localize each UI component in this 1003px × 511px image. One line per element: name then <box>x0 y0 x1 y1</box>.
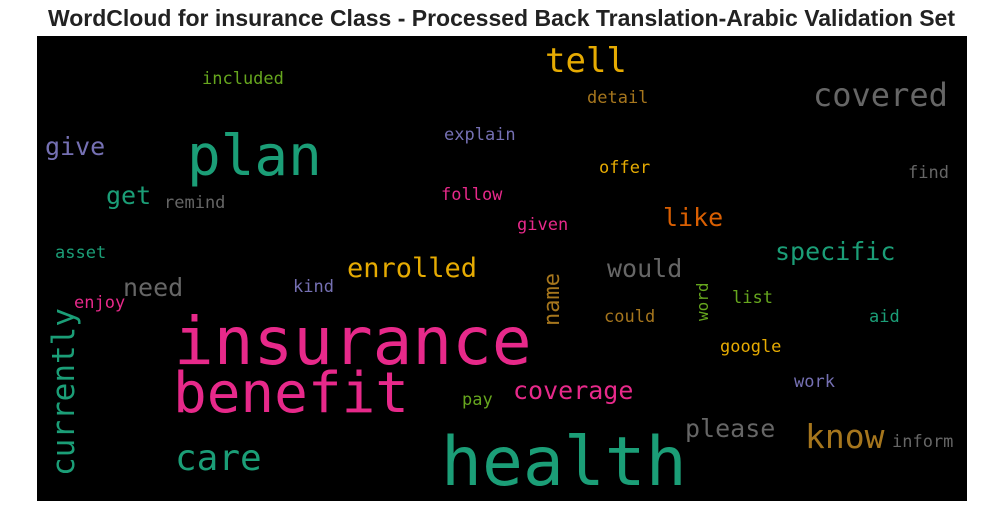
word-would: would <box>607 254 683 283</box>
word-health: health <box>441 423 687 501</box>
word-work: work <box>794 372 835 392</box>
word-pay: pay <box>462 390 493 410</box>
word-included: included <box>202 69 284 89</box>
word-benefit: benefit <box>173 361 410 426</box>
word-aid: aid <box>869 307 900 327</box>
word-covered: covered <box>813 76 948 114</box>
word-word: word <box>693 282 712 321</box>
word-detail: detail <box>587 88 649 108</box>
word-google: google <box>720 337 782 357</box>
word-follow: follow <box>441 185 503 205</box>
word-given: given <box>517 215 569 235</box>
word-enrolled: enrolled <box>347 253 478 284</box>
word-like: like <box>663 203 724 232</box>
word-tell: tell <box>545 41 627 81</box>
word-offer: offer <box>599 158 651 178</box>
word-list: list <box>732 288 773 308</box>
wordcloud-canvas: health insurance plan benefit care currently c… <box>37 36 967 501</box>
word-asset: asset <box>55 243 107 263</box>
word-explain: explain <box>444 125 516 145</box>
word-specific: specific <box>775 237 896 266</box>
word-find: find <box>908 163 949 183</box>
word-remind: remind <box>164 193 226 213</box>
word-give: give <box>45 132 106 161</box>
word-enjoy: enjoy <box>74 293 126 313</box>
word-could: could <box>604 307 656 327</box>
word-inform: inform <box>892 432 954 452</box>
word-insurance: insurance <box>174 303 532 380</box>
word-name: name <box>540 273 565 326</box>
word-need: need <box>123 273 184 302</box>
word-care: care <box>175 438 262 479</box>
word-currently: currently <box>46 308 82 476</box>
word-plan: plan <box>187 124 322 189</box>
word-get: get <box>106 181 152 210</box>
chart-title: WordCloud for insurance Class - Processe… <box>47 5 956 31</box>
word-coverage: coverage <box>513 376 634 405</box>
word-please: please <box>685 414 776 443</box>
word-know: know <box>805 417 885 456</box>
word-kind: kind <box>293 277 334 297</box>
